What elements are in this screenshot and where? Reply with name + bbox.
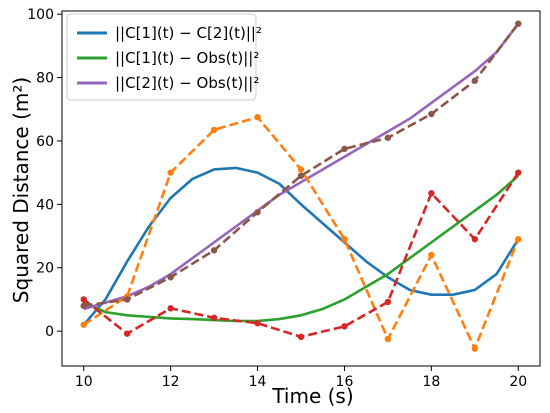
series-5-point-1: [80, 296, 87, 303]
series-6-point-9: [428, 110, 435, 118]
series-4-point-9: [428, 251, 435, 259]
series-6-point-3: [167, 274, 174, 281]
x-tick-label-3: 14: [249, 374, 267, 390]
series-5-point-8: [384, 298, 392, 306]
series-4-point-10: [471, 345, 479, 352]
series-4-point-4: [210, 126, 218, 134]
legend-label-3: ||C[2](t) − Obs(t)||²: [115, 74, 259, 92]
series-4-point-5: [254, 113, 261, 121]
series-5-point-2: [123, 330, 131, 337]
series-4-point-8: [384, 335, 392, 343]
series-5-point-5: [254, 320, 261, 327]
series-6-point-11: [515, 20, 522, 27]
series-5-point-7: [341, 323, 348, 330]
series-6-point-7: [341, 145, 348, 153]
series-line-2: [83, 174, 520, 323]
series-6-point-10: [471, 77, 479, 84]
series-6-point-6: [297, 172, 305, 180]
series-4-point-11: [515, 236, 522, 243]
series-5-point-4: [210, 314, 218, 322]
axes: 10 12 14 16 18 20 0 20 40 60 80 100: [27, 7, 541, 390]
series-5-point-6: [297, 333, 305, 341]
series-line-3: [83, 22, 520, 311]
y-tick-label-3: 40: [36, 197, 54, 213]
x-tick-label-1: 10: [75, 374, 93, 390]
y-tick-label-5: 80: [36, 71, 54, 87]
legend-label-1: ||C[1](t) − C[2](t)||²: [115, 24, 262, 42]
y-tick-label-2: 20: [36, 261, 54, 277]
series-5-point-9: [428, 190, 435, 197]
plot-frame: [61, 10, 541, 367]
series-5-point-3: [167, 305, 174, 312]
legend-box: [66, 13, 257, 101]
series-4-point-6: [297, 166, 305, 173]
series-6-point-8: [384, 134, 392, 141]
chart-marks: [80, 20, 522, 352]
legend-label-2: ||C[1](t) − Obs(t)||²: [115, 49, 259, 67]
series-line-6: [83, 22, 520, 308]
x-tick-label-5: 18: [422, 374, 440, 390]
series-5-point-10: [471, 236, 479, 243]
series-6-point-2: [123, 296, 131, 303]
y-tick-label-6: 100: [27, 7, 54, 23]
x-tick-label-6: 20: [509, 374, 527, 390]
series-6-point-5: [254, 209, 261, 216]
series-5-point-11: [515, 169, 522, 176]
x-tick-label-4: 16: [336, 374, 354, 390]
series-4-point-3: [167, 169, 174, 176]
series-6-point-1: [80, 302, 87, 309]
x-tick-label-2: 12: [162, 374, 180, 390]
series-6-point-4: [210, 247, 218, 254]
y-axis-title: Squared Distance (m²): [9, 77, 33, 303]
y-tick-label-4: 60: [36, 134, 54, 150]
legend: ||C[1](t) − C[2](t)||² ||C[1](t) − Obs(t…: [66, 13, 262, 101]
series-4-point-7: [341, 236, 348, 243]
x-axis-title: Time (s): [271, 384, 353, 408]
y-tick-label-1: 0: [45, 324, 54, 340]
series-4-point-1: [80, 321, 87, 328]
